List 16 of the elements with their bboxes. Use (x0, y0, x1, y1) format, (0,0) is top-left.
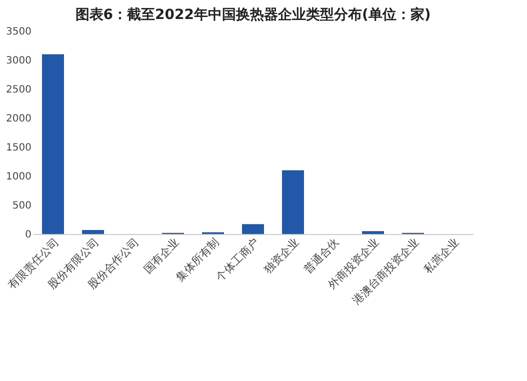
x-tick-label: 独资企业 (261, 236, 302, 276)
y-tick-label: 500 (12, 200, 32, 212)
y-tick-label: 1500 (6, 142, 32, 154)
y-tick-label: 3000 (6, 56, 32, 66)
bar (282, 170, 304, 234)
y-tick-label: 3500 (6, 26, 32, 38)
chart-title: 图表6：截至2022年中国换热器企业类型分布(单位：家) (75, 6, 431, 23)
bar (42, 54, 64, 234)
bar (242, 224, 264, 234)
y-tick-label: 2000 (6, 114, 32, 124)
bar (82, 230, 104, 234)
y-tick-label: 0 (25, 230, 32, 240)
x-tick-label: 私营企业 (421, 236, 462, 276)
y-tick-label: 1000 (6, 172, 32, 182)
y-tick-label: 2500 (6, 84, 32, 96)
bar (362, 231, 384, 234)
